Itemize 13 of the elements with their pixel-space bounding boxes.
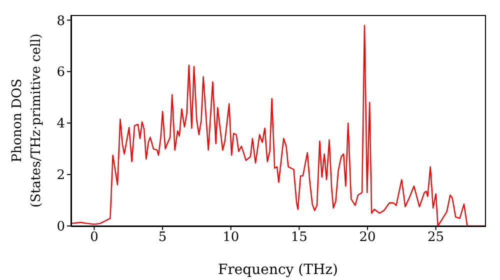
x-tick-label: 15 [290,230,308,246]
x-tick-label: 10 [222,230,240,246]
x-tick-label: 5 [158,230,167,246]
x-tick-label: 25 [428,230,444,246]
y-tick-label: 0 [56,220,65,235]
x-axis-title: Frequency (THz) [218,262,338,278]
x-tick-label: 20 [359,230,376,246]
y-tick-label: 8 [56,14,65,29]
y-tick-label: 2 [56,168,65,184]
x-tick-label: 0 [90,230,98,246]
y-tick-label: 4 [56,116,65,132]
y-tick-label: 6 [56,65,65,80]
y-axis-title: Phonon DOS (States/THz·primitive cell) [10,33,44,208]
